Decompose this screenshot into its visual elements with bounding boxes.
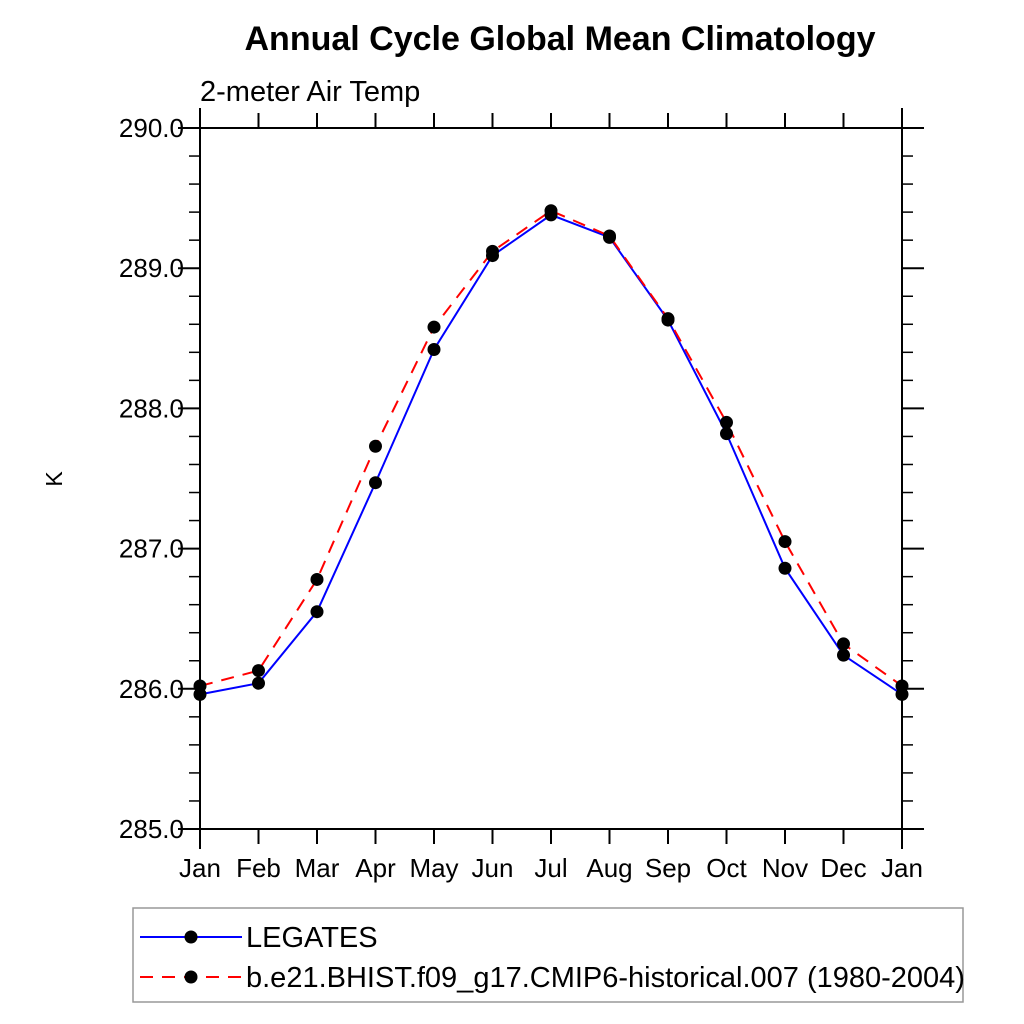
data-point-marker — [310, 572, 324, 586]
y-tick-label: 286.0 — [119, 674, 184, 704]
x-tick-label: Dec — [820, 853, 866, 883]
series-line-0 — [199, 213, 903, 696]
chart-title: Annual Cycle Global Mean Climatology — [245, 20, 876, 58]
x-tick-label: Mar — [295, 853, 340, 883]
data-point-marker — [778, 535, 792, 549]
data-point-marker — [778, 561, 792, 575]
x-tick-label: Feb — [236, 853, 281, 883]
data-point-marker — [252, 664, 265, 678]
data-point-marker — [661, 312, 675, 326]
series-plot — [193, 204, 909, 701]
x-tick-label: Jan — [179, 853, 221, 883]
x-tick-label: Apr — [355, 853, 396, 883]
x-tick-label: Oct — [706, 853, 747, 883]
y-tick-label: 290.0 — [119, 113, 184, 143]
x-tick-label: Sep — [645, 853, 691, 883]
chart-subtitle: 2-meter Air Temp — [200, 76, 420, 108]
legend-box — [132, 907, 964, 1003]
legend-marker-1 — [184, 970, 198, 984]
x-tick-label: Jul — [534, 853, 567, 883]
data-point-marker — [193, 679, 207, 693]
data-point-marker — [310, 605, 324, 619]
y-axis-label: K — [41, 471, 67, 487]
plot-frame — [199, 127, 903, 830]
series-line-1 — [199, 209, 903, 687]
data-point-marker — [486, 244, 499, 258]
legend: LEGATES b.e21.BHIST.f09_g17.CMIP6-histori… — [132, 907, 965, 1003]
y-tick-label: 288.0 — [119, 393, 184, 423]
x-tick-label: Jun — [472, 853, 514, 883]
data-point-marker — [427, 343, 441, 357]
data-point-marker — [252, 676, 265, 690]
y-tick-label: 289.0 — [119, 253, 184, 283]
data-point-marker — [603, 229, 616, 243]
data-point-marker — [544, 204, 558, 218]
data-point-marker — [369, 439, 382, 453]
axes-frame: Jan Feb Mar Apr May Jun Jul Aug Sep Oct Nov Dec Jan 2… — [119, 108, 924, 883]
data-point-marker — [369, 476, 382, 490]
legend-marker-0 — [184, 930, 198, 944]
x-tick-label: May — [409, 853, 458, 883]
data-point-marker — [895, 679, 909, 693]
x-tick-label: Aug — [586, 853, 632, 883]
data-point-marker — [720, 427, 733, 441]
legend-label-1: b.e21.BHIST.f09_g17.CMIP6-historical.007… — [246, 962, 965, 994]
data-point-marker — [427, 320, 441, 334]
y-tick-label: 287.0 — [119, 534, 184, 564]
data-point-marker — [720, 415, 733, 429]
x-tick-label: Nov — [762, 853, 808, 883]
data-point-marker — [837, 648, 850, 662]
y-tick-label: 285.0 — [119, 814, 184, 844]
legend-label-0: LEGATES — [246, 922, 378, 954]
data-point-marker — [837, 637, 850, 651]
x-tick-label: Jan — [881, 853, 923, 883]
